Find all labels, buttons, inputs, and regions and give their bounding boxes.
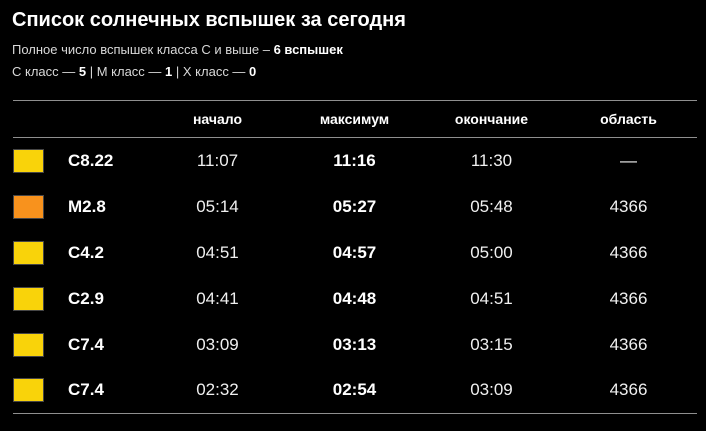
flare-region-cell: —	[620, 150, 637, 170]
flare-class-cell: C7.4	[68, 380, 104, 400]
flare-max-cell: 04:48	[332, 288, 377, 308]
x-class-count: 0	[249, 64, 257, 79]
flare-color-swatch	[14, 333, 43, 356]
flare-row: M2.8 05:14 05:27 05:48 4366	[13, 184, 697, 230]
x-class-label: X класс —	[182, 64, 250, 79]
summary-text: Полное число вспышек класса C и выше –	[12, 42, 274, 57]
summary-count: 6 вспышек	[273, 42, 343, 57]
m-class-count: 1	[165, 64, 173, 79]
flare-start-cell: 03:09	[196, 334, 239, 354]
flare-end-cell: 05:48	[470, 196, 513, 216]
c-class-label: C класс —	[12, 64, 79, 79]
flare-max-cell: 04:57	[332, 242, 377, 262]
flare-color-swatch	[14, 241, 43, 264]
flare-max-cell: 02:54	[332, 380, 377, 400]
flare-start-cell: 11:07	[196, 150, 239, 170]
flare-region-cell: 4366	[609, 242, 648, 262]
column-header-class-spacer	[57, 101, 149, 138]
flare-color-swatch	[14, 287, 43, 310]
flare-start-cell: 05:14	[196, 196, 239, 216]
column-header-swatch-spacer	[13, 101, 57, 138]
class-count-summary: C класс — 5 | M класс — 1 | X класс — 0	[0, 58, 706, 80]
flare-max-cell: 03:13	[332, 334, 377, 354]
separator: |	[86, 64, 97, 79]
flare-end-cell: 03:09	[470, 380, 513, 400]
flare-start-cell: 04:41	[196, 288, 239, 308]
flare-swatch-cell	[13, 184, 57, 230]
flare-class-cell: C4.2	[68, 242, 104, 262]
flare-row: C7.4 02:32 02:54 03:09 4366	[13, 368, 697, 414]
flare-row: C2.9 04:41 04:48 04:51 4366	[13, 276, 697, 322]
table-header-row: начало максимум окончание область	[13, 100, 697, 138]
flare-end-cell: 04:51	[470, 288, 513, 308]
flare-class-cell: C7.4	[68, 334, 104, 354]
column-header-start: начало	[192, 111, 243, 127]
column-header-end: окончание	[454, 111, 529, 127]
flare-region-cell: 4366	[609, 334, 648, 354]
flare-row: C8.22 11:07 11:16 11:30 —	[13, 138, 697, 184]
column-header-region: область	[600, 111, 657, 127]
flare-color-swatch	[14, 379, 43, 402]
flare-class-cell: C8.22	[68, 150, 114, 170]
flare-region-cell: 4366	[609, 380, 648, 400]
flare-row: C4.2 04:51 04:57 05:00 4366	[13, 230, 697, 276]
flare-start-cell: 04:51	[196, 242, 239, 262]
flare-max-cell: 11:16	[333, 150, 376, 170]
m-class-label: M класс —	[96, 64, 166, 79]
c-class-count: 5	[78, 64, 87, 79]
flare-end-cell: 03:15	[470, 334, 513, 354]
page-title: Список солнечных вспышек за сегодня	[12, 9, 406, 31]
flare-class-cell: C2.9	[68, 288, 104, 308]
flare-end-cell: 11:30	[470, 150, 513, 170]
flare-swatch-cell	[13, 368, 57, 414]
flare-swatch-cell	[13, 138, 57, 184]
flare-region-cell: 4366	[609, 288, 648, 308]
flare-table: начало максимум окончание область C8.22 …	[13, 100, 697, 414]
separator: |	[172, 64, 183, 79]
flare-color-swatch	[14, 195, 43, 218]
flare-region-cell: 4366	[609, 196, 648, 216]
flare-max-cell: 05:27	[332, 196, 377, 216]
flare-color-swatch	[14, 149, 43, 172]
flare-class-cell: M2.8	[68, 196, 106, 216]
flare-row: C7.4 03:09 03:13 03:15 4366	[13, 322, 697, 368]
column-header-max: максимум	[319, 111, 390, 127]
flare-end-cell: 05:00	[470, 242, 513, 262]
flare-start-cell: 02:32	[196, 380, 239, 400]
flare-count-summary: Полное число вспышек класса C и выше – 6…	[0, 32, 706, 58]
flare-swatch-cell	[13, 322, 57, 368]
flare-swatch-cell	[13, 230, 57, 276]
flare-swatch-cell	[13, 276, 57, 322]
